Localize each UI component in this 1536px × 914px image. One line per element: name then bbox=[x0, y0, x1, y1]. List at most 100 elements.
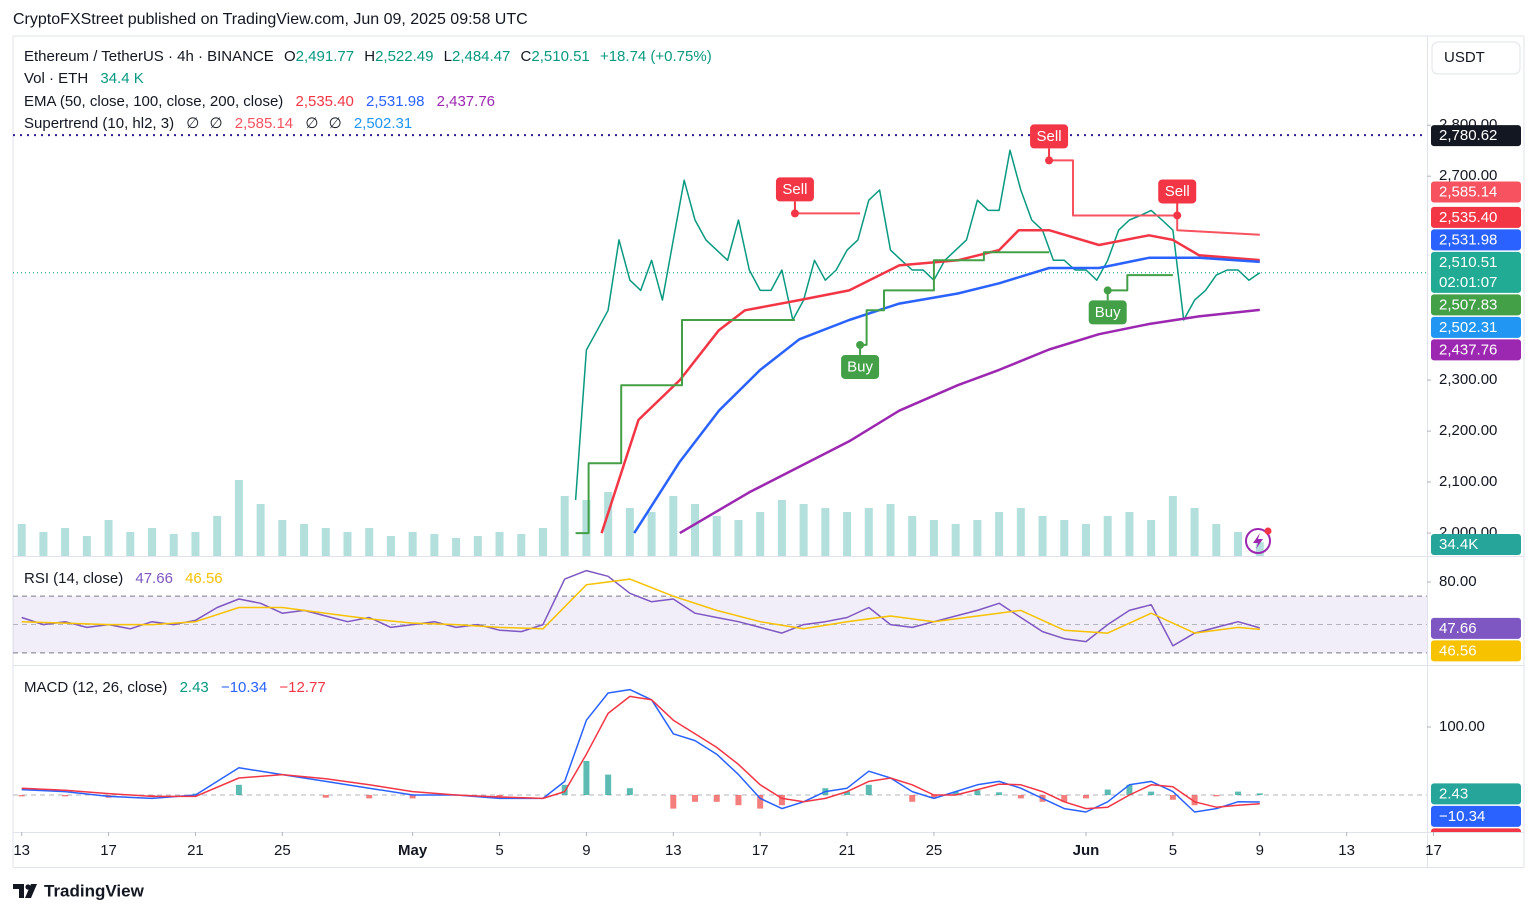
histogram-bar bbox=[626, 788, 633, 796]
histogram-bar bbox=[561, 784, 568, 796]
volume-bar bbox=[973, 520, 982, 556]
histogram-bar bbox=[1235, 791, 1242, 796]
annotation-anchor bbox=[856, 340, 865, 349]
y-tick-label: 2,700.00 bbox=[1439, 167, 1497, 184]
annotation-anchor bbox=[790, 209, 799, 218]
price-badge-label: 34.4K bbox=[1439, 536, 1478, 553]
volume-bar bbox=[408, 532, 417, 556]
ohlc-value: 2,491.77 bbox=[296, 48, 354, 65]
price-badge-label: 2,437.76 bbox=[1439, 341, 1497, 358]
price-badge bbox=[1431, 617, 1521, 639]
histogram-bar bbox=[366, 795, 373, 799]
logo-part bbox=[25, 884, 37, 898]
empty-value: ∅ bbox=[210, 115, 223, 132]
histogram-bar bbox=[735, 795, 742, 806]
alert-bolt[interactable] bbox=[1253, 533, 1263, 549]
annotation-label: Sell bbox=[782, 181, 807, 198]
price-badge bbox=[1431, 640, 1521, 662]
alert-circle[interactable] bbox=[1245, 528, 1271, 554]
annotation-anchor bbox=[1103, 286, 1112, 295]
price-badge bbox=[1431, 339, 1521, 361]
volume-bar bbox=[213, 516, 222, 556]
ohlc-value: 2,522.49 bbox=[375, 48, 433, 65]
histogram-bar bbox=[865, 784, 872, 796]
volume-bar bbox=[951, 524, 960, 556]
legend-row: EMA (50, close, 100, close, 200, close) … bbox=[24, 93, 495, 110]
volume-bar bbox=[169, 534, 178, 556]
legend-row: RSI (14, close) 47.66 46.56 bbox=[24, 570, 223, 587]
volume-bar bbox=[560, 496, 569, 556]
x-tick-label: 9 bbox=[582, 842, 590, 859]
volume-bar bbox=[300, 524, 309, 556]
alert-dot[interactable] bbox=[1264, 527, 1272, 535]
volume-bar bbox=[734, 520, 743, 556]
volume-bar bbox=[756, 512, 765, 556]
annotation-box bbox=[1030, 124, 1069, 149]
price-badge-label: 46.56 bbox=[1439, 642, 1477, 659]
volume-bar bbox=[82, 536, 91, 556]
annotation-box bbox=[841, 354, 880, 379]
volume-bar bbox=[39, 532, 48, 556]
histogram-value: 2.43 bbox=[180, 679, 209, 696]
volume-bar bbox=[929, 520, 938, 556]
price-badge-label: −10.34 bbox=[1439, 808, 1485, 825]
macd-axis: 100.00 2.43 −10.34 −12.77 bbox=[1427, 718, 1521, 832]
series-line bbox=[21, 569, 1261, 647]
volume-bar bbox=[1255, 542, 1264, 556]
volume-bar bbox=[517, 534, 526, 556]
y-tick-label: 2,200.00 bbox=[1439, 422, 1497, 439]
macd-title: MACD (12, 26, close) bbox=[24, 679, 167, 696]
price-badge bbox=[1431, 206, 1521, 228]
x-tick-label: 5 bbox=[495, 842, 503, 859]
price-badge bbox=[1431, 534, 1521, 555]
histogram-bar bbox=[496, 795, 503, 797]
volume-bar bbox=[365, 528, 374, 556]
ohlc-value: 2,484.47 bbox=[452, 48, 510, 65]
x-tick-label: 25 bbox=[274, 842, 291, 859]
volume-bar bbox=[473, 536, 482, 556]
series-line bbox=[21, 688, 1260, 813]
currency-label[interactable]: USDT bbox=[1444, 49, 1485, 66]
histogram-bar bbox=[713, 795, 720, 802]
volume-bar bbox=[1125, 512, 1134, 556]
histogram-bar bbox=[844, 791, 851, 796]
rsi-ma-value: 46.56 bbox=[185, 570, 223, 587]
histogram-bar bbox=[1213, 795, 1220, 797]
volume-bar bbox=[1190, 508, 1199, 556]
ohlc-key: C bbox=[521, 48, 532, 65]
x-tick-label: 13 bbox=[1338, 842, 1355, 859]
volume-bar bbox=[582, 500, 591, 556]
price-badge bbox=[1431, 783, 1521, 805]
price-badge bbox=[1431, 229, 1521, 251]
volume-bar bbox=[343, 532, 352, 556]
currency-button[interactable]: USDT bbox=[1431, 41, 1521, 75]
annotation-anchor bbox=[1045, 156, 1054, 165]
annotation-label: Sell bbox=[1165, 183, 1190, 200]
signal-value: −12.77 bbox=[279, 679, 325, 696]
volume-bar bbox=[821, 508, 830, 556]
volume-bar bbox=[278, 520, 287, 556]
rsi-pane bbox=[13, 569, 1427, 654]
alert-icon[interactable] bbox=[1245, 527, 1272, 554]
histogram-bar bbox=[1169, 795, 1176, 800]
volume-bar bbox=[1038, 516, 1047, 556]
histogram-bar bbox=[1148, 791, 1155, 796]
currency-box[interactable] bbox=[1431, 41, 1521, 75]
volume-bar bbox=[1234, 532, 1243, 556]
countdown-label: 02:01:07 bbox=[1439, 274, 1497, 291]
volume-bar bbox=[864, 508, 873, 556]
supertrend-value: 2,502.31 bbox=[354, 115, 412, 132]
series-line bbox=[21, 578, 1260, 634]
y-tick-label: 100.00 bbox=[1439, 718, 1485, 735]
histogram-bar bbox=[909, 795, 916, 802]
x-tick-label: 5 bbox=[1169, 842, 1177, 859]
histogram-bar bbox=[778, 795, 785, 806]
histogram-bar bbox=[62, 795, 69, 797]
volume-value: 34.4 K bbox=[100, 70, 143, 87]
histogram-bar bbox=[18, 795, 25, 797]
ema-value: 2,535.40 bbox=[295, 93, 353, 110]
series-line bbox=[574, 149, 1261, 500]
price-pane: Sell Buy Sell Buy Sell bbox=[13, 124, 1427, 556]
rsi-value: 47.66 bbox=[135, 570, 173, 587]
